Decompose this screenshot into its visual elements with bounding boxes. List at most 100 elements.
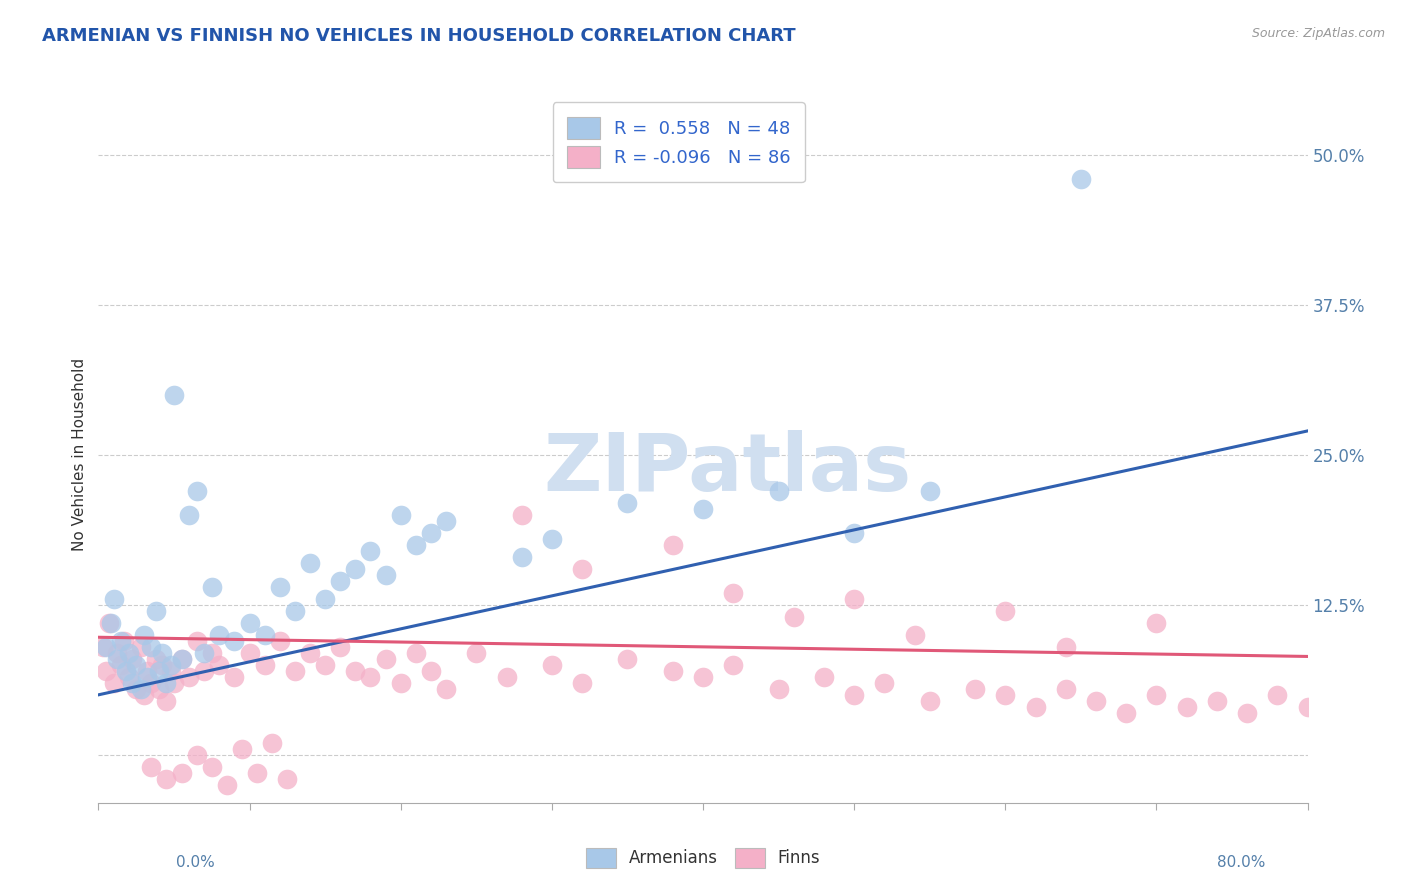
- Point: [873, 676, 896, 690]
- Point: [434, 514, 457, 528]
- Text: ZIPatlas: ZIPatlas: [543, 430, 911, 508]
- Point: [314, 657, 336, 672]
- Point: [723, 657, 745, 672]
- Point: [1070, 172, 1092, 186]
- Point: [844, 525, 866, 540]
- Point: [276, 772, 298, 786]
- Point: [239, 646, 262, 660]
- Point: [262, 736, 284, 750]
- Point: [965, 681, 987, 696]
- Point: [284, 664, 307, 678]
- Point: [179, 670, 201, 684]
- Point: [405, 538, 427, 552]
- Point: [141, 676, 163, 690]
- Point: [110, 633, 132, 648]
- Point: [723, 586, 745, 600]
- Point: [132, 628, 155, 642]
- Point: [246, 765, 269, 780]
- Point: [145, 604, 167, 618]
- Point: [918, 694, 941, 708]
- Point: [98, 615, 121, 630]
- Point: [692, 670, 714, 684]
- Point: [110, 657, 132, 672]
- Point: [1236, 706, 1258, 720]
- Point: [344, 664, 367, 678]
- Point: [783, 610, 806, 624]
- Point: [132, 688, 155, 702]
- Point: [284, 604, 307, 618]
- Point: [994, 688, 1017, 702]
- Point: [103, 591, 125, 606]
- Point: [269, 633, 291, 648]
- Point: [160, 664, 183, 678]
- Point: [112, 633, 135, 648]
- Point: [1115, 706, 1137, 720]
- Point: [299, 646, 322, 660]
- Point: [269, 580, 291, 594]
- Point: [1296, 699, 1319, 714]
- Point: [360, 544, 382, 558]
- Point: [186, 633, 208, 648]
- Point: [405, 646, 427, 660]
- Point: [170, 652, 193, 666]
- Point: [571, 676, 593, 690]
- Point: [434, 681, 457, 696]
- Point: [193, 646, 215, 660]
- Point: [105, 652, 128, 666]
- Point: [150, 657, 173, 672]
- Point: [495, 670, 517, 684]
- Point: [224, 633, 246, 648]
- Point: [163, 388, 186, 402]
- Point: [141, 640, 163, 654]
- Point: [135, 664, 157, 678]
- Point: [125, 681, 148, 696]
- Point: [121, 676, 143, 690]
- Point: [135, 670, 157, 684]
- Point: [208, 657, 231, 672]
- Point: [160, 657, 183, 672]
- Point: [145, 652, 167, 666]
- Point: [155, 772, 177, 786]
- Point: [420, 525, 443, 540]
- Point: [121, 652, 143, 666]
- Point: [129, 640, 152, 654]
- Point: [768, 681, 790, 696]
- Point: [141, 760, 163, 774]
- Point: [329, 574, 352, 588]
- Point: [389, 676, 412, 690]
- Point: [118, 646, 141, 660]
- Point: [224, 670, 246, 684]
- Point: [105, 646, 128, 660]
- Point: [148, 664, 170, 678]
- Point: [103, 676, 125, 690]
- Point: [155, 676, 177, 690]
- Text: 0.0%: 0.0%: [176, 855, 215, 870]
- Point: [231, 741, 253, 756]
- Point: [193, 664, 215, 678]
- Point: [91, 640, 114, 654]
- Point: [125, 657, 148, 672]
- Point: [1085, 694, 1108, 708]
- Point: [692, 502, 714, 516]
- Point: [374, 567, 396, 582]
- Point: [1054, 681, 1077, 696]
- Point: [1206, 694, 1229, 708]
- Point: [1144, 615, 1167, 630]
- Text: Source: ZipAtlas.com: Source: ZipAtlas.com: [1251, 27, 1385, 40]
- Point: [201, 646, 224, 660]
- Point: [215, 778, 238, 792]
- Point: [465, 646, 488, 660]
- Point: [329, 640, 352, 654]
- Point: [201, 580, 224, 594]
- Legend: Armenians, Finns: Armenians, Finns: [579, 841, 827, 875]
- Point: [994, 604, 1017, 618]
- Text: 80.0%: 80.0%: [1218, 855, 1265, 870]
- Point: [661, 664, 683, 678]
- Point: [201, 760, 224, 774]
- Point: [571, 562, 593, 576]
- Point: [155, 694, 177, 708]
- Point: [844, 688, 866, 702]
- Point: [918, 483, 941, 498]
- Point: [314, 591, 336, 606]
- Point: [94, 640, 117, 654]
